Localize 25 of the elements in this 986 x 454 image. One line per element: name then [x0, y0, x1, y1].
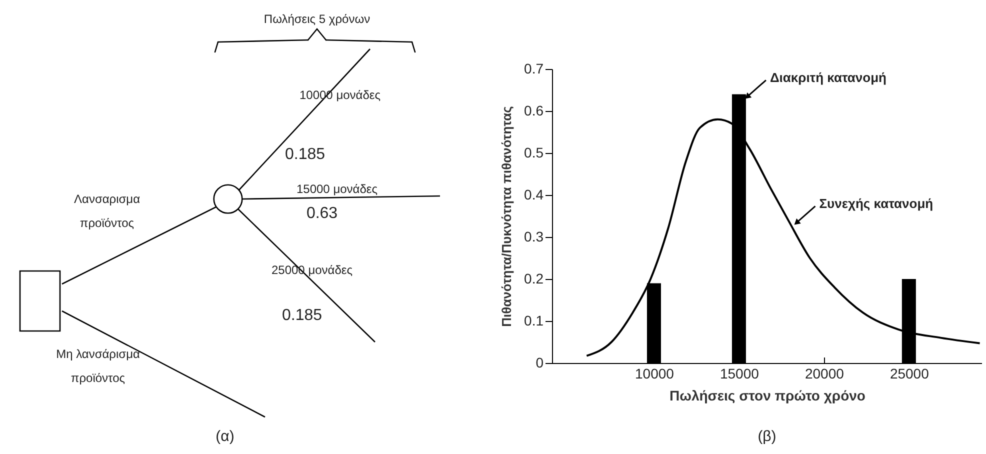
- annotation: Συνεχής κατανομή: [819, 196, 934, 212]
- y-tick-label: 0.5: [524, 144, 544, 160]
- text: (β): [758, 428, 776, 445]
- x-tick-label: 10000: [635, 366, 674, 382]
- y-tick-label: 0.4: [524, 186, 544, 202]
- text: Λανσαρισμα προϊόντος: [74, 192, 140, 230]
- text: Μη λανσάρισμα προϊόντος: [56, 347, 140, 385]
- y-axis-title: Πιθανότητα/Πυκνότητα πιθανότητας: [499, 106, 514, 327]
- annotation: Διακριτή κατανομή: [770, 70, 887, 86]
- y-tick-label: 0.6: [524, 102, 544, 118]
- text: Πωλήσεις 5 χρόνων: [264, 12, 370, 26]
- text: 0.63: [306, 205, 338, 222]
- x-tick-label: 25000: [890, 366, 930, 382]
- text: (α): [216, 428, 234, 445]
- y-tick-label: 0.7: [524, 60, 544, 76]
- x-axis-title: Πωλήσεις στον πρώτο χρόνο: [670, 388, 866, 404]
- y-tick-label: 0: [536, 354, 544, 370]
- text: 0.185: [282, 307, 322, 324]
- text: 0.185: [284, 146, 326, 163]
- x-tick-label: 20000: [804, 366, 844, 382]
- y-tick-label: 0.2: [524, 270, 544, 286]
- x-tick-label: 15000: [720, 366, 760, 382]
- y-tick-label: 0.3: [524, 228, 544, 244]
- y-tick-label: 0.1: [524, 312, 544, 328]
- text: 15000 μονάδες: [296, 182, 378, 196]
